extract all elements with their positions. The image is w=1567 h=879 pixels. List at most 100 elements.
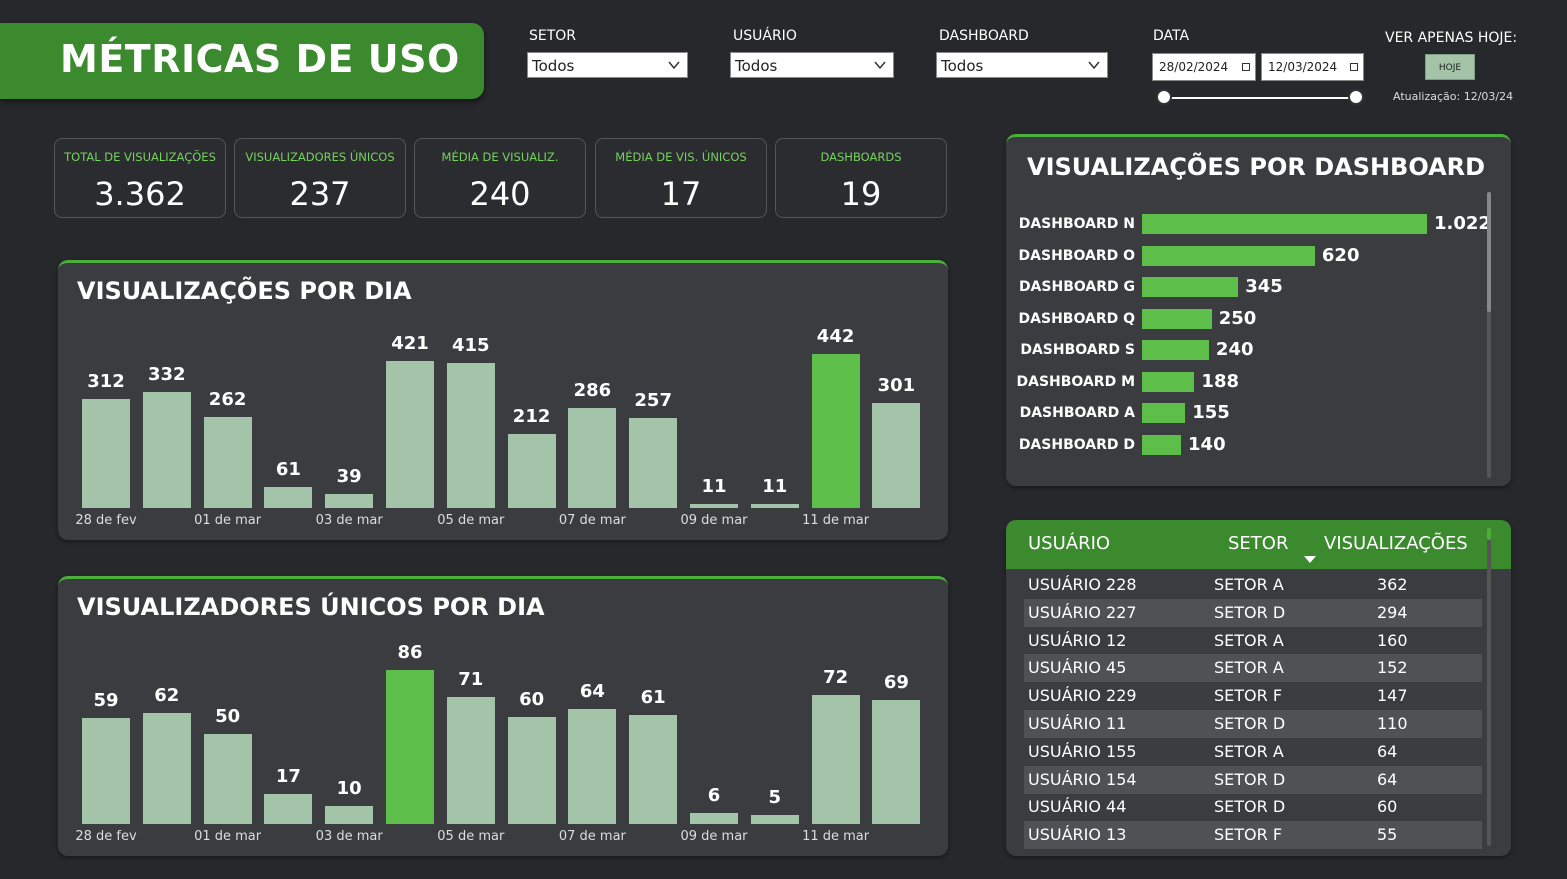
- cell-usuario: USUÁRIO 229: [1028, 686, 1137, 706]
- bar[interactable]: [264, 793, 313, 824]
- bar[interactable]: [750, 815, 799, 824]
- chevron-down-icon: [874, 61, 886, 70]
- x-tick-label: 11 de mar: [802, 513, 870, 528]
- bar-value-label: 59: [93, 690, 119, 712]
- setor-dropdown[interactable]: Todos: [527, 52, 688, 78]
- bar[interactable]: [446, 696, 495, 824]
- calendar-icon: [1242, 63, 1250, 71]
- hoje-button[interactable]: HOJE: [1425, 54, 1475, 80]
- bar-value-label: 72: [823, 667, 849, 689]
- table-row[interactable]: USUÁRIO 155 SETOR A 64: [1024, 738, 1482, 766]
- table-row[interactable]: USUÁRIO 228 SETOR A 362: [1024, 571, 1482, 599]
- table-scrollbar[interactable]: [1487, 528, 1491, 846]
- bar-value-label: 301: [877, 375, 916, 397]
- bar[interactable]: [264, 486, 313, 508]
- x-tick-label: 28 de fev: [75, 829, 137, 844]
- table-row[interactable]: USUÁRIO 45 SETOR A 152: [1024, 654, 1482, 683]
- bar-value-label: 60: [519, 688, 545, 710]
- cell-setor: SETOR D: [1214, 602, 1286, 622]
- bar[interactable]: [1142, 308, 1212, 329]
- date-slider-start-handle[interactable]: [1156, 89, 1172, 105]
- bar[interactable]: [507, 716, 556, 824]
- bar[interactable]: [203, 734, 252, 824]
- bar[interactable]: [568, 408, 617, 508]
- kpi-media-vis-unicos: MÉDIA DE VIS. ÚNICOS 17: [595, 138, 767, 218]
- start-date-input[interactable]: 28/02/2024: [1152, 53, 1256, 81]
- cell-visualizacoes: 294: [1377, 602, 1408, 622]
- x-tick-label: 09 de mar: [680, 829, 748, 844]
- table-header: USUÁRIO SETOR VISUALIZAÇÕES: [1006, 520, 1511, 569]
- category-label: DASHBOARD O: [1018, 247, 1135, 264]
- x-tick-label: 28 de fev: [75, 513, 137, 528]
- x-tick-label: 05 de mar: [437, 829, 505, 844]
- table-row[interactable]: USUÁRIO 44 SETOR D 60: [1024, 793, 1482, 821]
- table-row[interactable]: USUÁRIO 229 SETOR F 147: [1024, 682, 1482, 710]
- kpi-value: 237: [289, 175, 351, 213]
- visualizacoes-por-dashboard-panel: [1006, 134, 1511, 486]
- column-header-setor[interactable]: SETOR: [1228, 533, 1289, 554]
- bar[interactable]: [750, 504, 799, 508]
- table-row[interactable]: USUÁRIO 227 SETOR D 294: [1024, 598, 1482, 627]
- bar[interactable]: [568, 709, 617, 824]
- bar-value-label: 11: [762, 476, 788, 498]
- bar[interactable]: [1142, 214, 1427, 234]
- bar[interactable]: [629, 418, 678, 508]
- bar[interactable]: [690, 813, 738, 824]
- dashboard-dropdown[interactable]: Todos: [936, 52, 1108, 78]
- x-tick-label: 09 de mar: [680, 513, 748, 528]
- bar-value-label: 140: [1188, 433, 1226, 455]
- bar[interactable]: [142, 392, 191, 508]
- x-tick-label: 05 de mar: [437, 513, 505, 528]
- table-row[interactable]: USUÁRIO 12 SETOR A 160: [1024, 627, 1482, 655]
- cell-usuario: USUÁRIO 155: [1028, 741, 1137, 761]
- table-scrollbar-thumb[interactable]: [1487, 528, 1491, 540]
- bar[interactable]: [872, 700, 921, 824]
- cell-visualizacoes: 60: [1377, 797, 1398, 817]
- bar[interactable]: [1142, 403, 1186, 423]
- bar[interactable]: [82, 718, 130, 824]
- dashboard-chart-scrollbar-thumb[interactable]: [1487, 192, 1491, 312]
- visualizacoes-por-dashboard-title: VISUALIZAÇÕES POR DASHBOARD: [1027, 153, 1486, 181]
- bar[interactable]: [203, 416, 252, 508]
- cell-visualizacoes: 64: [1377, 741, 1398, 761]
- bar-value-label: 1.022: [1434, 213, 1491, 234]
- bar[interactable]: [325, 494, 374, 508]
- bar[interactable]: [811, 354, 860, 508]
- bar[interactable]: [386, 361, 434, 508]
- cell-setor: SETOR F: [1214, 825, 1283, 845]
- bar[interactable]: [386, 670, 434, 824]
- kpi-media-visualiz: MÉDIA DE VISUALIZ. 240: [414, 138, 586, 218]
- cell-setor: SETOR A: [1214, 630, 1284, 650]
- cell-setor: SETOR A: [1214, 741, 1284, 761]
- bar[interactable]: [507, 434, 556, 508]
- bar-value-label: 71: [458, 668, 484, 690]
- dashboard-chart-scrollbar[interactable]: [1487, 192, 1491, 478]
- column-header-usuario[interactable]: USUÁRIO: [1028, 533, 1111, 554]
- bar[interactable]: [82, 399, 130, 508]
- date-slider-end-handle[interactable]: [1348, 89, 1364, 105]
- usuario-dropdown[interactable]: Todos: [730, 52, 894, 78]
- table-row[interactable]: USUÁRIO 154 SETOR D 64: [1024, 765, 1482, 794]
- category-label: DASHBOARD D: [1018, 436, 1135, 453]
- bar[interactable]: [1142, 277, 1239, 297]
- date-slider-track[interactable]: [1164, 97, 1357, 99]
- bar[interactable]: [629, 714, 678, 824]
- table-row[interactable]: USUÁRIO 13 SETOR F 55: [1024, 821, 1482, 850]
- bar[interactable]: [811, 695, 860, 824]
- cell-usuario: USUÁRIO 44: [1028, 797, 1127, 817]
- bar[interactable]: [1142, 340, 1209, 360]
- bar[interactable]: [325, 806, 374, 824]
- end-date-input[interactable]: 12/03/2024: [1261, 53, 1364, 81]
- bar[interactable]: [1142, 245, 1315, 266]
- bar[interactable]: [142, 712, 191, 824]
- bar-value-label: 155: [1192, 402, 1230, 423]
- usuario-dropdown-value: Todos: [735, 57, 778, 75]
- bar[interactable]: [1142, 434, 1182, 455]
- bar[interactable]: [872, 403, 921, 508]
- bar[interactable]: [1142, 371, 1195, 392]
- bar[interactable]: [690, 504, 738, 508]
- table-row[interactable]: USUÁRIO 11 SETOR D 110: [1024, 710, 1482, 738]
- bar[interactable]: [446, 363, 495, 508]
- sort-descending-icon[interactable]: [1304, 556, 1316, 564]
- column-header-visualizacoes[interactable]: VISUALIZAÇÕES: [1324, 533, 1468, 554]
